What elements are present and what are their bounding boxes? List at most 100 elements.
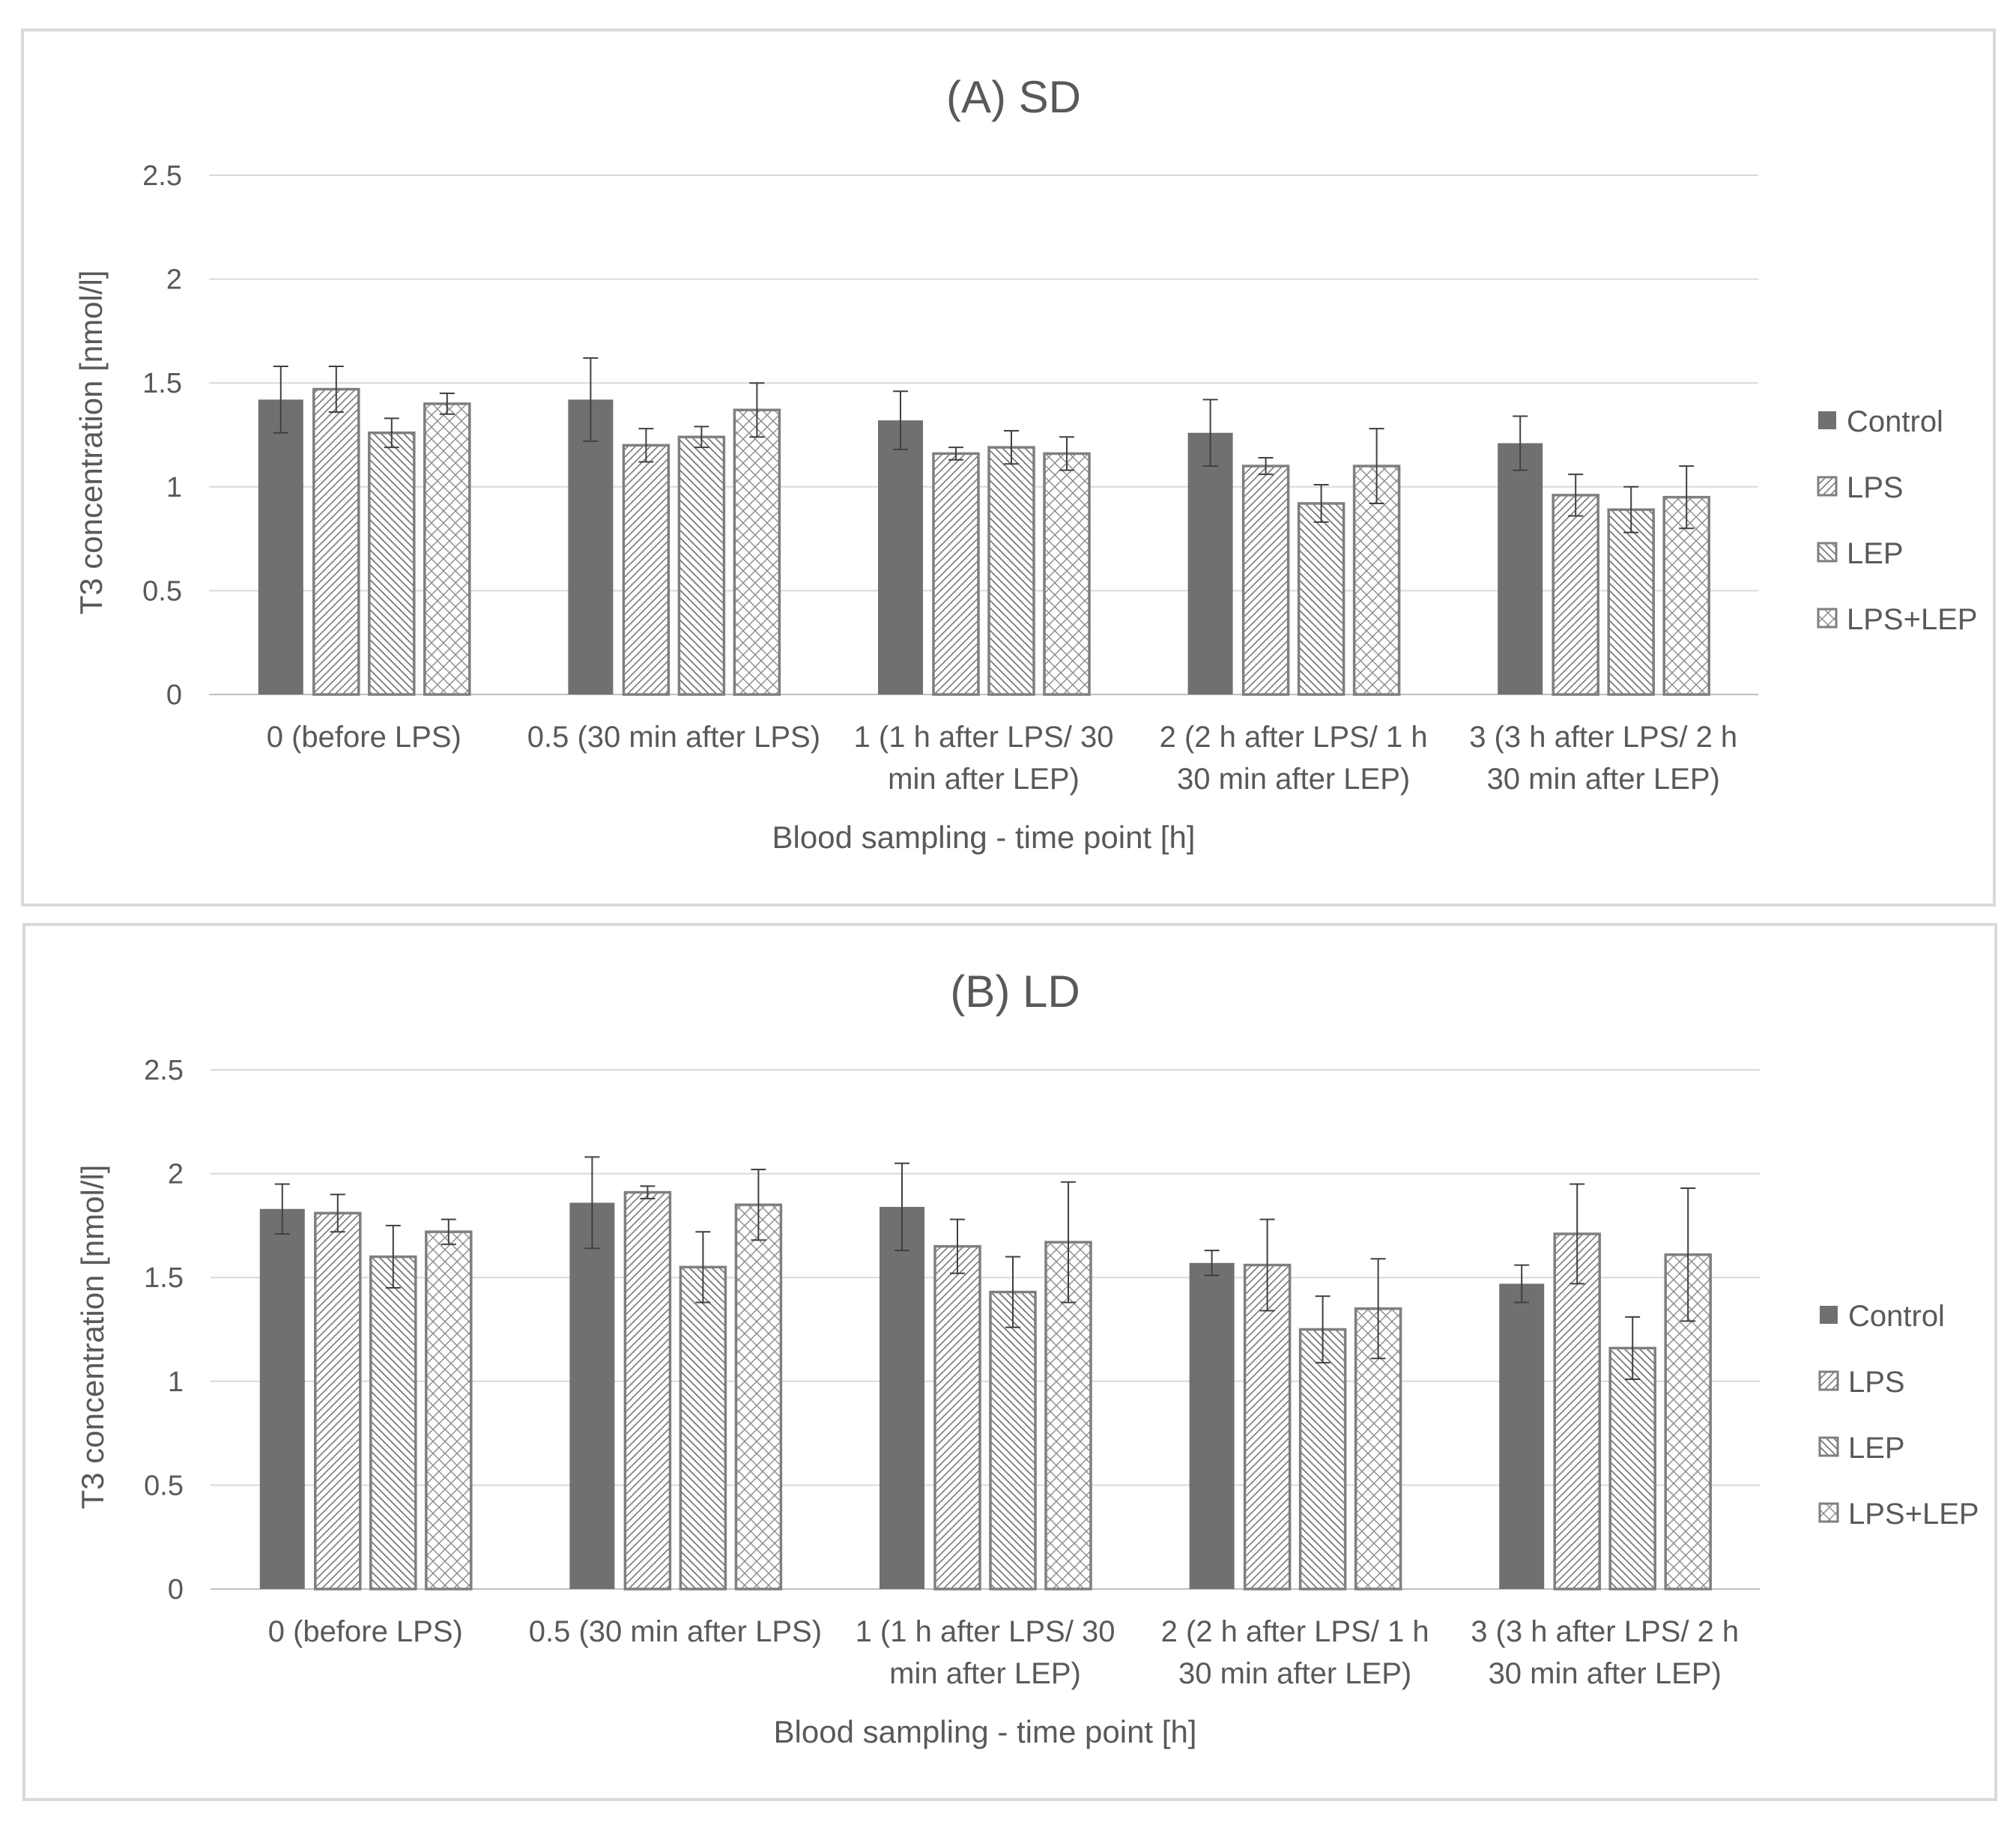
y-tick-label: 2	[168, 1159, 184, 1190]
error-bar-lps-lep	[1061, 1181, 1076, 1304]
error-bar-lps-lep	[439, 393, 455, 415]
error-bar-lep	[1313, 484, 1329, 523]
bar-lep	[677, 435, 726, 696]
error-bar-lps-lep	[1059, 436, 1074, 471]
legend-swatch	[1817, 542, 1838, 563]
bar-lps	[312, 387, 360, 696]
bar-lep	[368, 431, 416, 696]
bar-control	[1499, 1283, 1545, 1589]
error-bar-control	[1513, 415, 1528, 471]
y-tick-label: 2	[166, 264, 182, 296]
bar-lps	[1553, 1232, 1601, 1591]
error-bar-lps	[1258, 456, 1274, 476]
chart-title: (A) SD	[946, 72, 1081, 122]
error-bar-lps-lep	[1679, 465, 1695, 530]
error-bar-lps	[328, 366, 344, 414]
error-bar-control	[893, 390, 908, 450]
error-bar-lps	[950, 1218, 965, 1274]
legend-item-lps-lep: LPS+LEP	[1817, 603, 1978, 636]
y-tick-label: 1.5	[144, 1262, 184, 1294]
legend-label: LPS+LEP	[1848, 1498, 1979, 1531]
chart-title: (B) LD	[950, 966, 1080, 1017]
error-bar-lps	[948, 447, 963, 461]
y-tick-label: 0.5	[144, 1470, 184, 1501]
bar-control	[1187, 432, 1233, 694]
chart-sd: (A) SD 0 0.5 1 1.5 2 2.5 T3 concentration [nmol…	[73, 72, 1978, 855]
legend-item-control: Control	[1818, 405, 1943, 438]
bar-lep	[989, 1290, 1037, 1591]
x-tick-label: 0 (before LPS)	[267, 721, 461, 754]
y-tick-label: 0	[168, 1574, 184, 1605]
legend-label: LEP	[1847, 537, 1904, 570]
x-tick-label: 3 (3 h after LPS/ 2 h 30 min after LEP)	[1471, 1615, 1739, 1690]
legend-swatch	[1820, 1306, 1838, 1324]
error-bar-lps-lep	[1370, 1258, 1386, 1360]
y-tick-label: 1	[166, 472, 182, 503]
chart-ld: (B) LD 0 0.5 1 1.5 2 2.5 T3 concentration [nmol…	[75, 966, 1979, 1749]
bar-control	[568, 399, 614, 694]
error-bar-lep	[694, 426, 709, 449]
legend-label: LPS	[1847, 471, 1904, 504]
legend-item-lep: LEP	[1818, 1432, 1905, 1465]
error-bar-control	[273, 366, 288, 434]
bar-lps-lep	[1664, 1253, 1712, 1591]
bar-lep	[369, 1255, 417, 1591]
bar-lps	[1241, 464, 1290, 696]
bar-lps	[1552, 494, 1599, 696]
error-bar-lep	[1625, 1316, 1641, 1381]
legend-label: LPS	[1848, 1366, 1905, 1399]
chart-panel-sd: (A) SD 0 0.5 1 1.5 2 2.5 T3 concentration [nmol…	[21, 28, 1996, 907]
error-bar-lps-lep	[441, 1218, 456, 1245]
y-axis-title: T3 concentration [nmol/l]	[75, 1165, 110, 1510]
legend-label: Control	[1848, 1300, 1945, 1333]
error-bar-control	[1514, 1264, 1530, 1304]
legend-swatch	[1817, 476, 1838, 497]
legend-swatch	[1817, 608, 1838, 629]
legend-item-lps: LPS	[1817, 471, 1904, 504]
legend-label: LEP	[1848, 1432, 1905, 1465]
bar-lep	[679, 1265, 727, 1591]
bar-lep	[1608, 1346, 1656, 1591]
legend-item-lep: LEP	[1817, 537, 1904, 570]
x-tick-label: 0.5 (30 min after LPS)	[529, 1615, 822, 1648]
error-bar-lep	[1005, 1256, 1020, 1328]
y-tick-label: 2.5	[142, 160, 182, 192]
y-tick-label: 2.5	[144, 1055, 184, 1086]
bar-lep	[1607, 508, 1655, 696]
error-bar-lps-lep	[751, 1169, 766, 1241]
x-axis-title: Blood sampling - time point [h]	[772, 820, 1196, 855]
error-bar-control	[1204, 1250, 1220, 1277]
error-bar-lps	[1568, 473, 1584, 517]
legend-label: LPS+LEP	[1847, 603, 1978, 636]
error-bar-lep	[695, 1231, 711, 1304]
x-tick-label: 0.5 (30 min after LPS)	[527, 721, 820, 754]
error-bar-lps	[1259, 1218, 1275, 1312]
error-bar-control	[274, 1183, 290, 1235]
bar-control	[880, 1206, 924, 1589]
x-axis-title: Blood sampling - time point [h]	[774, 1714, 1197, 1749]
error-bar-lps	[1569, 1183, 1585, 1285]
bar-lps-lep	[733, 408, 781, 696]
error-bar-control	[584, 1156, 600, 1250]
error-bar-lps-lep	[1680, 1187, 1696, 1322]
legend-item-lps: LPS	[1818, 1366, 1905, 1399]
bar-control	[1189, 1262, 1235, 1589]
error-bar-control	[895, 1162, 909, 1252]
legend-swatch	[1818, 1502, 1839, 1523]
bar-control	[1498, 443, 1543, 694]
bar-lps-lep	[423, 402, 471, 696]
error-bar-lep	[1004, 429, 1019, 465]
bar-lps	[622, 444, 671, 696]
legend-swatch	[1818, 1370, 1839, 1391]
y-tick-label: 1.5	[142, 368, 182, 399]
bar-control	[259, 1208, 305, 1589]
chart-panel-ld: (B) LD 0 0.5 1 1.5 2 2.5 T3 concentration [nmol…	[22, 923, 1997, 1801]
x-tick-label: 1 (1 h after LPS/ 30 min after LEP)	[856, 1615, 1116, 1690]
bar-lps	[933, 1244, 981, 1591]
error-bar-lps-lep	[1369, 428, 1384, 504]
bar-control	[569, 1202, 615, 1589]
bar-lps-lep	[1043, 452, 1091, 696]
y-axis-title: T3 concentration [nmol/l]	[73, 270, 109, 615]
bar-lps-lep	[734, 1203, 783, 1591]
x-tick-label: 2 (2 h after LPS/ 1 h 30 min after LEP)	[1160, 721, 1428, 796]
